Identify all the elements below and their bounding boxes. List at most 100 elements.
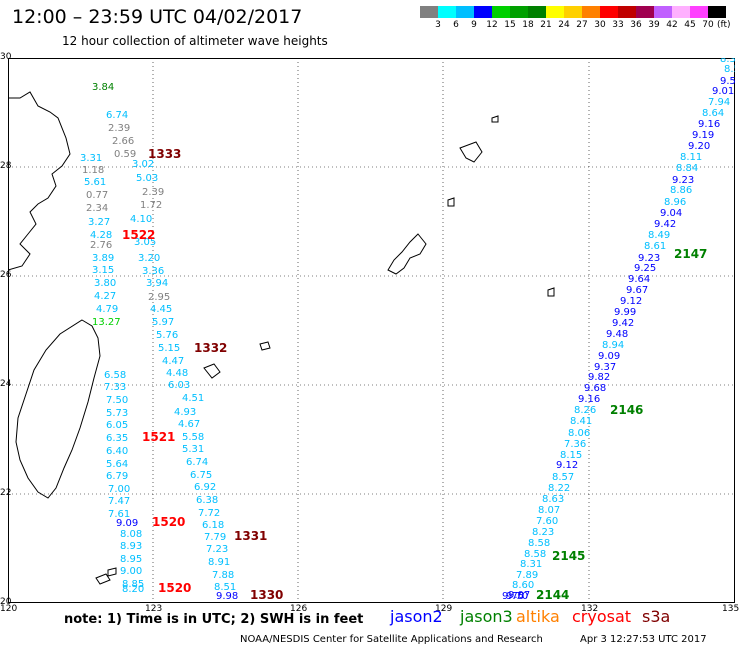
wave-height-value: 3.94 — [146, 278, 168, 289]
wave-height-value: 9.64 — [628, 274, 650, 285]
wave-height-value: 5.76 — [156, 330, 178, 341]
wave-height-value: 3.05 — [134, 237, 156, 248]
wave-height-value: 8.85 — [122, 579, 144, 590]
wave-height-value: 9.12 — [620, 296, 642, 307]
china-coastline — [8, 91, 71, 271]
latitude-label: 24 — [0, 379, 12, 389]
wave-height-value: 2.39 — [108, 123, 130, 134]
satellite-legend-item: jason2 — [390, 607, 443, 626]
wave-height-value: 4.79 — [96, 304, 118, 315]
wave-height-value: 9.98 — [216, 591, 238, 602]
wave-height-value: 8.51 — [214, 582, 236, 593]
colorbar-tick-label: 39 — [648, 20, 660, 30]
colorbar-swatch — [510, 6, 528, 18]
wave-height-value: 9.68 — [584, 383, 606, 394]
wave-height-value: 8.22 — [548, 483, 570, 494]
colorbar-tick-label: 45 — [684, 20, 696, 30]
pass-number-label: 1522 — [122, 228, 155, 242]
map-panel: 3.84 6.74 2.39 2.66 0.59 3.31 3.02 1.18 5.03 5.61… — [8, 58, 735, 603]
wave-height-value: 4.48 — [166, 368, 188, 379]
wave-height-value: 8.84 — [676, 163, 698, 174]
pass-number-label: 1333 — [148, 147, 181, 161]
wave-height-value: 6.74 — [186, 457, 208, 468]
wave-height-value: 9.82 — [588, 372, 610, 383]
wave-height-value: 3.36 — [142, 266, 164, 277]
wave-height-value: 13.27 — [92, 317, 121, 328]
latitude-label: 28 — [0, 161, 12, 171]
wave-height-value: 7.50 — [106, 395, 128, 406]
wave-height-value: 7.79 — [204, 532, 226, 543]
wave-height-value: 4.93 — [174, 407, 196, 418]
wave-height-value: 6.58 — [104, 370, 126, 381]
wave-height-value: 9.67 — [626, 285, 648, 296]
kikai-island — [491, 115, 499, 123]
wave-height-value: 9.12 — [556, 460, 578, 471]
pass-number-label: 1520 — [158, 581, 191, 595]
wave-height-value: 8.31 — [520, 559, 542, 570]
wave-height-value: 4.10 — [130, 214, 152, 225]
wave-height-value: 3.15 — [92, 265, 114, 276]
wave-height-value: 9.09 — [116, 518, 138, 529]
wave-height-value: 5.73 — [106, 408, 128, 419]
wave-height-value: 4.45 — [150, 304, 172, 315]
map-svg: 3.84 6.74 2.39 2.66 0.59 3.31 3.02 1.18 5.03 5.61… — [8, 58, 735, 603]
wave-height-value: 3.80 — [94, 278, 116, 289]
colorbar-tick-label: 18 — [522, 20, 534, 30]
wave-height-value: 6.35 — [106, 433, 128, 444]
wave-height-value: 7.72 — [198, 508, 220, 519]
wave-height-value: 6.92 — [194, 482, 216, 493]
wave-height-value: 9.70 — [506, 591, 528, 602]
colorbar-tick-label: 12 — [486, 20, 498, 30]
wave-height-value: 7.33 — [104, 382, 126, 393]
wave-height-value: 3.89 — [92, 253, 114, 264]
colorbar-swatch — [582, 6, 600, 18]
colorbar-swatch — [636, 6, 654, 18]
wave-height-value: 8.20 — [122, 584, 144, 595]
wave-height-value: 7.88 — [212, 570, 234, 581]
wave-height-value: 8.58 — [528, 538, 550, 549]
wave-height-value: 8.94 — [602, 340, 624, 351]
footer-timestamp: Apr 3 12:27:53 UTC 2017 — [580, 634, 707, 645]
wave-height-value: 9.01 — [712, 86, 734, 97]
wave-height-value: 5.64 — [106, 459, 128, 470]
footer-note: note: 1) Time is in UTC; 2) SWH is in fe… — [64, 612, 364, 627]
wave-height-value: 3.20 — [138, 253, 160, 264]
longitude-label: 120 — [0, 604, 18, 614]
ishigaki-island — [259, 341, 271, 351]
wave-height-value: 8.93 — [120, 541, 142, 552]
wave-height-value: 9.16 — [698, 119, 720, 130]
colorbar-swatch — [456, 6, 474, 18]
satellite-legend-item: jason3 — [460, 607, 513, 626]
wave-height-value: 0.77 — [86, 190, 108, 201]
amami-island — [459, 141, 483, 163]
wave-height-value: 4.28 — [90, 230, 112, 241]
wave-height-value: 2.76 — [90, 240, 112, 251]
colorbar-tick-label: 42 — [666, 20, 678, 30]
colorbar-swatch — [438, 6, 456, 18]
wave-height-value: 9.99 — [614, 307, 636, 318]
header-subtitle: 12 hour collection of altimeter wave hei… — [62, 34, 328, 48]
wave-height-value: 8.63 — [542, 494, 564, 505]
pass-number-label: 1520 — [152, 515, 185, 529]
wave-height-value: 8.58 — [524, 549, 546, 560]
wave-height-value: 8.15 — [560, 450, 582, 461]
wave-height-value: 8.41 — [570, 416, 592, 427]
wave-height-value: 9.75 — [502, 591, 524, 602]
colorbar — [420, 6, 726, 18]
wave-height-value: 9.56 — [720, 76, 735, 87]
wave-height-value: 4.27 — [94, 291, 116, 302]
wave-height-value: 8.07 — [538, 505, 560, 516]
satellite-legend-item: cryosat — [572, 607, 632, 626]
wave-height-value: 8.49 — [648, 230, 670, 241]
wave-height-value: 8.08 — [120, 529, 142, 540]
wave-height-value: 2.95 — [148, 292, 170, 303]
footer-credit: NOAA/NESDIS Center for Satellite Applica… — [240, 634, 543, 645]
wave-height-value: 6.75 — [190, 470, 212, 481]
colorbar-tick-label: 6 — [453, 20, 459, 30]
latitude-label: 26 — [0, 270, 12, 280]
borodino-island — [547, 287, 555, 297]
latitude-label: 30 — [0, 52, 12, 62]
wave-height-value: 6.40 — [106, 446, 128, 457]
pass-number-label: 1330 — [250, 588, 283, 602]
wave-height-value: 8.96 — [664, 197, 686, 208]
